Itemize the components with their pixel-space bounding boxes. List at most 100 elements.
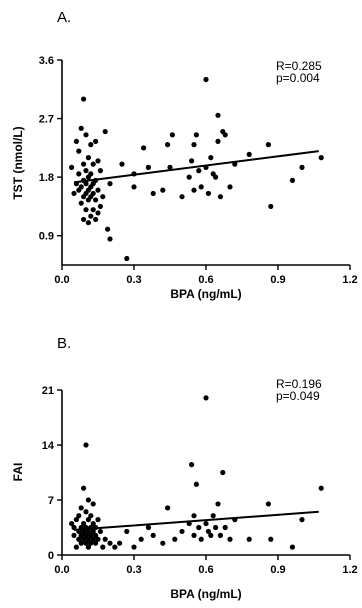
panel-a-data-point [299,164,305,170]
panel-a-data-point [222,132,228,138]
panel-a-data-point [95,187,101,193]
panel-a-data-point [93,138,99,144]
panel-a-data-point [318,155,324,161]
panel-a-y-tick-label: 3.6 [39,55,54,67]
panel-b-x-tick-label: 0.9 [270,564,285,576]
panel-a-data-point [205,190,211,197]
panel-b-data-point [102,536,108,542]
panel-b-data-point [88,540,94,546]
panel-a-data-point [71,190,77,197]
panel-a-data-point [215,112,221,118]
panel-b-data-point [205,528,211,535]
panel-b-x-tick-label: 0.6 [198,564,213,576]
panel-b-data-point [318,485,324,491]
panel-b-y-tick-label: 0 [48,550,54,562]
panel-b-data-point [85,517,91,523]
panel-a-data-point [191,187,197,193]
panel-b-data-point [117,540,123,546]
panel-b-data-point [81,536,87,542]
panel-a-data-point [90,190,96,197]
panel-b-data-point [193,481,199,487]
panel-a-data-point [88,213,94,219]
panel-a-x-tick-label: 0.3 [126,274,141,286]
panel-a-data-point [169,132,175,138]
panel-a-label: A. [57,9,71,26]
panel-b-data-point [107,540,113,546]
panel-a-data-point [100,194,106,200]
panel-b-data-point [78,505,84,511]
panel-b-data-point [203,395,209,401]
panel-a-regression-line [73,150,319,184]
panel-b-data-point [85,536,91,542]
panel-b-data-point [208,532,214,538]
panel-a-data-point [76,148,82,154]
panel-b-data-point [76,513,82,519]
panel-b-data-point [78,540,84,546]
panel-b-data-point [191,513,197,519]
panel-b-data-point [145,524,151,531]
panel-a-data-point [83,181,89,187]
panel-b-regression-line [73,510,319,531]
panel-a-data-point [83,168,89,174]
panel-a-x-tick-label: 1.2 [342,274,357,286]
panel-a-data-point [160,187,166,193]
panel-a-data-point [73,138,79,144]
panel-b-data-point [268,536,274,542]
panel-a-stat-p: p=0.004 [276,71,320,85]
panel-a-data-point [81,216,87,223]
panel-b-data-point [78,532,84,538]
panel-b-data-point [189,462,195,468]
panel-a-data-point [95,158,101,164]
panel-a-data-point [145,164,151,170]
panel-b-y-tick-label: 7 [48,495,54,507]
panel-a-data-point [208,155,214,161]
panel-b-data-point [227,536,233,542]
panel-a-data-point [119,161,125,167]
panel-b-data-point [210,513,216,519]
panel-b-data-point [196,524,202,531]
panel-b-data-point [215,501,221,507]
panel-a-data-point [69,164,75,170]
panel-a-data-point [97,168,103,174]
panel-a-x-tick-label: 0.0 [54,274,69,286]
panel-b-data-point [95,517,101,523]
panel-a-data-point [189,158,195,164]
panel-a-data-point [165,142,171,148]
panel-a-data-point [90,207,96,213]
panel-a-data-point [107,236,113,242]
panel-b-data-point [90,520,96,527]
panel-b-data-point [69,520,75,527]
panel-a-data-point [227,184,233,190]
panel-b-data-point [73,544,79,550]
panel-a-data-point [141,145,147,151]
panel-a-data-point [203,76,209,83]
panel-a-data-point [246,151,252,157]
panel-b-data-point [165,505,171,511]
panel-a-data-point [95,210,101,216]
panel-a-data-point [78,200,84,206]
panel-b-data-point [93,540,99,546]
panel-b-data-point [150,532,156,538]
panel-a-data-point [179,194,185,200]
panel-b-data-point [95,536,101,542]
panel-b-data-point [88,532,94,538]
panel-b-data-point [85,528,91,535]
panel-b-data-point [90,528,96,535]
panel-b-data-point [160,540,166,546]
panel-a-data-point [78,184,84,190]
panel-b-y-tick-label: 21 [42,385,54,397]
panel-b-data-point [265,501,271,507]
panel-b-data-point [217,532,223,538]
panel-a-data-point [88,171,94,177]
panel-b-data-point [76,536,82,542]
panel-a-data-point [81,96,87,102]
panel-a-data-point [193,132,199,138]
panel-a-y-axis-title: TST (nmol/L) [11,126,25,199]
panel-b-data-point [203,520,209,527]
panel-a-data-point [107,181,113,187]
panel-a-data-point [217,194,223,200]
panel-b-data-point [179,528,185,535]
panel-a-data-point [76,171,82,177]
panel-b-data-point [81,520,87,527]
